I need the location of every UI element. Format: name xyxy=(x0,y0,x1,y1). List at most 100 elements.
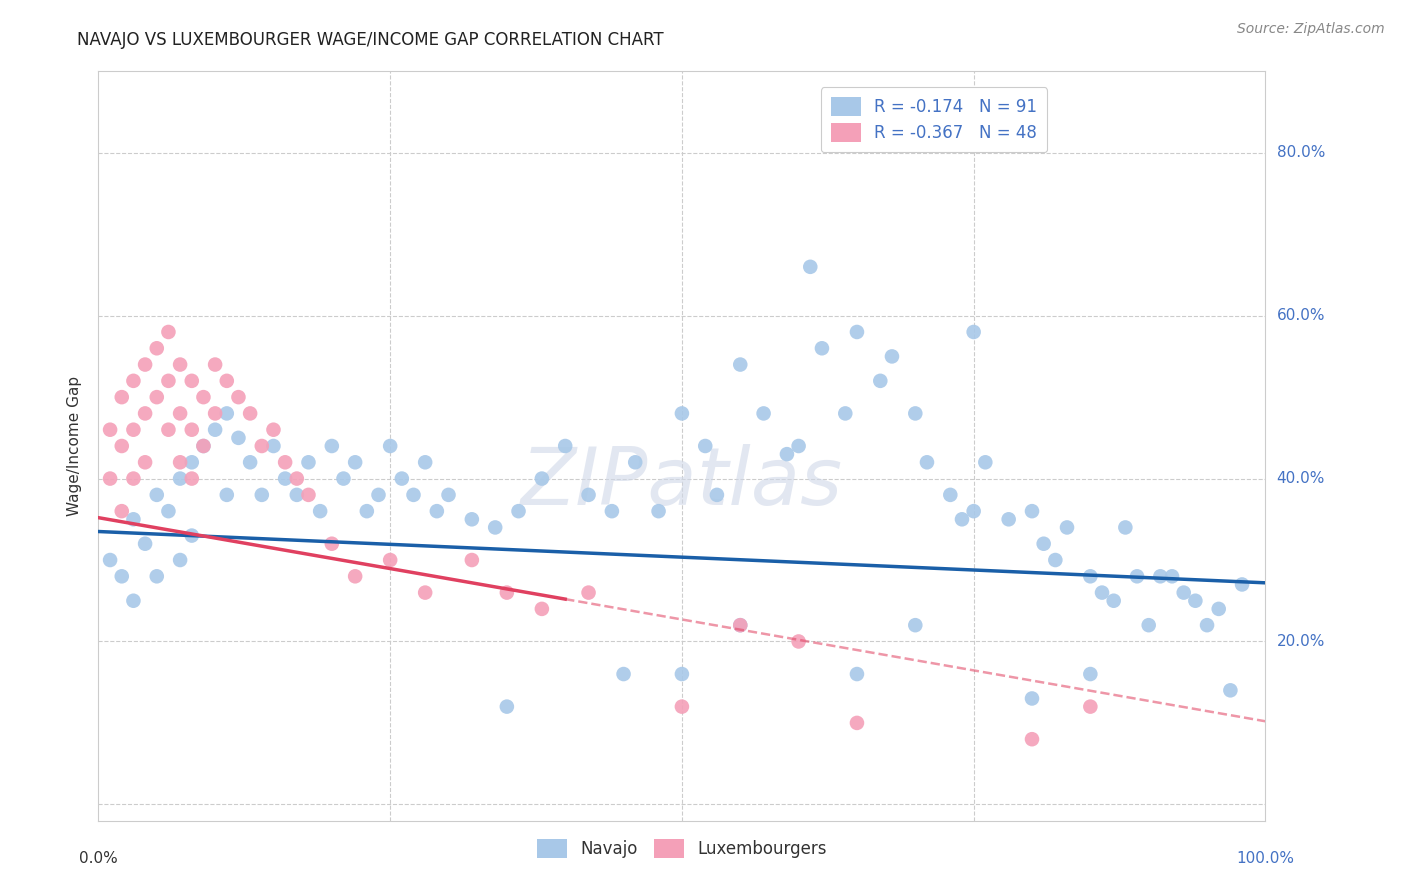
Point xyxy=(671,406,693,420)
Point xyxy=(1219,683,1241,698)
Point xyxy=(111,504,134,518)
Point xyxy=(1161,569,1184,583)
Point xyxy=(1021,504,1043,518)
Point xyxy=(146,488,169,502)
Point xyxy=(146,569,169,583)
Point xyxy=(262,423,284,437)
Point xyxy=(215,488,238,502)
Point xyxy=(344,569,367,583)
Point xyxy=(134,358,156,372)
Point xyxy=(380,439,402,453)
Point xyxy=(962,504,984,518)
Point xyxy=(730,358,752,372)
Point xyxy=(613,667,636,681)
Point xyxy=(578,488,600,502)
Point xyxy=(1091,585,1114,599)
Point xyxy=(484,520,506,534)
Point xyxy=(380,553,402,567)
Point xyxy=(1173,585,1195,599)
Point xyxy=(204,423,226,437)
Point xyxy=(391,472,413,486)
Point xyxy=(285,472,308,486)
Point xyxy=(193,390,215,404)
Point xyxy=(530,602,553,616)
Point xyxy=(776,447,799,461)
Text: 0.0%: 0.0% xyxy=(79,851,118,866)
Point xyxy=(250,439,273,453)
Point xyxy=(962,325,984,339)
Point xyxy=(228,390,250,404)
Point xyxy=(111,569,134,583)
Point xyxy=(239,406,262,420)
Point xyxy=(1230,577,1253,591)
Point xyxy=(554,439,576,453)
Point xyxy=(461,553,484,567)
Text: 20.0%: 20.0% xyxy=(1277,634,1324,649)
Point xyxy=(811,341,834,355)
Point xyxy=(1137,618,1160,632)
Point xyxy=(1195,618,1218,632)
Point xyxy=(752,406,775,420)
Point xyxy=(530,472,553,486)
Point xyxy=(274,455,297,469)
Point xyxy=(787,634,810,648)
Point xyxy=(915,455,938,469)
Point xyxy=(215,406,238,420)
Point xyxy=(146,341,169,355)
Point xyxy=(578,585,600,599)
Point xyxy=(787,439,810,453)
Point xyxy=(461,512,484,526)
Point xyxy=(169,406,191,420)
Point xyxy=(321,439,343,453)
Point xyxy=(496,699,519,714)
Point xyxy=(846,325,869,339)
Point xyxy=(834,406,856,420)
Point xyxy=(695,439,717,453)
Point xyxy=(180,528,202,542)
Point xyxy=(193,439,215,453)
Point xyxy=(939,488,962,502)
Point xyxy=(344,455,367,469)
Point xyxy=(122,374,145,388)
Point xyxy=(904,618,927,632)
Point xyxy=(169,553,191,567)
Point xyxy=(1032,537,1054,551)
Point xyxy=(169,358,191,372)
Point xyxy=(122,593,145,607)
Point xyxy=(157,374,180,388)
Text: 40.0%: 40.0% xyxy=(1277,471,1324,486)
Point xyxy=(239,455,262,469)
Point xyxy=(180,374,202,388)
Y-axis label: Wage/Income Gap: Wage/Income Gap xyxy=(67,376,83,516)
Point xyxy=(122,423,145,437)
Point xyxy=(624,455,647,469)
Point xyxy=(508,504,530,518)
Point xyxy=(997,512,1019,526)
Point xyxy=(180,423,202,437)
Point xyxy=(496,585,519,599)
Point xyxy=(600,504,623,518)
Point xyxy=(1080,699,1102,714)
Point xyxy=(180,472,202,486)
Point xyxy=(157,423,180,437)
Point xyxy=(262,439,284,453)
Point xyxy=(180,455,202,469)
Point xyxy=(367,488,389,502)
Point xyxy=(134,455,156,469)
Point xyxy=(274,472,297,486)
Point xyxy=(157,325,180,339)
Point xyxy=(157,504,180,518)
Point xyxy=(1021,691,1043,706)
Point xyxy=(437,488,460,502)
Point xyxy=(356,504,378,518)
Point xyxy=(671,699,693,714)
Point xyxy=(950,512,973,526)
Point xyxy=(250,488,273,502)
Point xyxy=(1021,732,1043,747)
Point xyxy=(880,350,903,364)
Point xyxy=(846,667,869,681)
Point xyxy=(321,537,343,551)
Legend: Navajo, Luxembourgers: Navajo, Luxembourgers xyxy=(530,832,834,864)
Point xyxy=(111,439,134,453)
Point xyxy=(134,537,156,551)
